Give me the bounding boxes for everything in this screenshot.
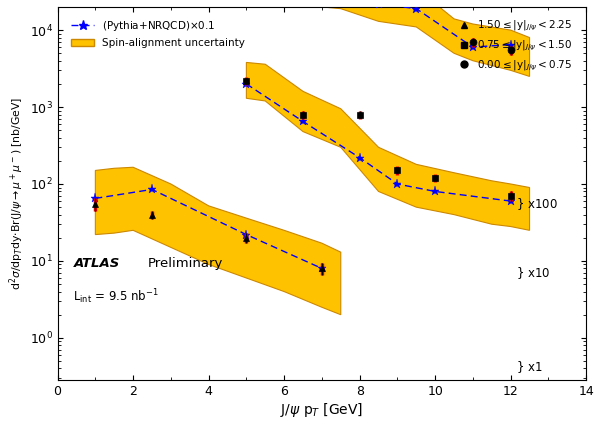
- Text: ATLAS: ATLAS: [73, 257, 120, 270]
- Legend: 1.50$\leq$|y|$_{J/\psi}$$<$2.25, 0.75$\leq$|y|$_{J/\psi}$$<$1.50, 0.00$\leq$|y|$: 1.50$\leq$|y|$_{J/\psi}$$<$2.25, 0.75$\l…: [456, 16, 576, 76]
- Text: $\}$ x1: $\}$ x1: [516, 359, 543, 375]
- Polygon shape: [322, 0, 529, 76]
- Text: L$_{\rm int}$ = 9.5 nb$^{-1}$: L$_{\rm int}$ = 9.5 nb$^{-1}$: [73, 287, 159, 306]
- Text: $\}$ x100: $\}$ x100: [516, 196, 558, 212]
- Y-axis label: d$^2\sigma$/dp$_T$dy$\cdot$Br(J/$\psi$$\rightarrow\mu^+\mu^-$) [nb/GeV]: d$^2\sigma$/dp$_T$dy$\cdot$Br(J/$\psi$$\…: [7, 97, 26, 291]
- Polygon shape: [246, 63, 529, 230]
- Text: $\}$ x10: $\}$ x10: [516, 265, 551, 281]
- Text: Preliminary: Preliminary: [147, 257, 223, 270]
- Polygon shape: [96, 167, 341, 315]
- X-axis label: J/$\psi$ p$_T$ [GeV]: J/$\psi$ p$_T$ [GeV]: [280, 401, 364, 419]
